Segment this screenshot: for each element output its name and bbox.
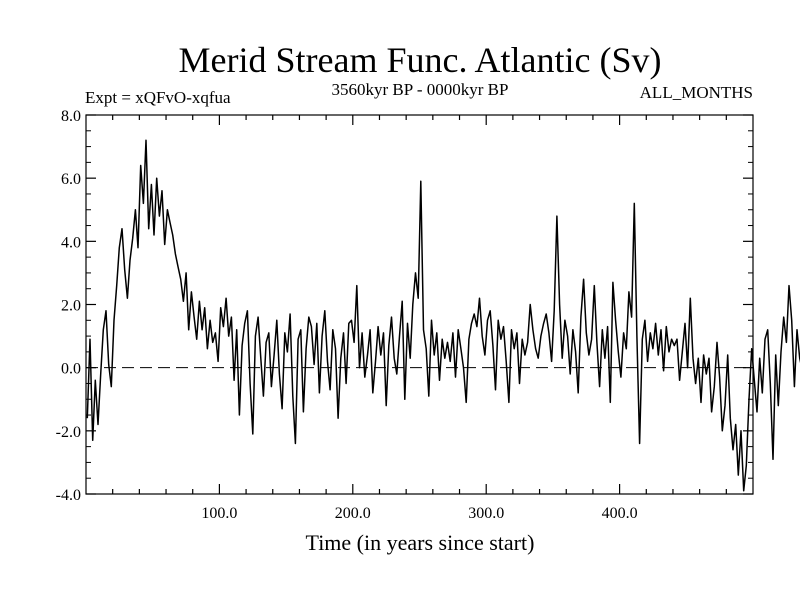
y-tick-label: 2.0 <box>61 298 81 315</box>
y-tick-label: 8.0 <box>61 108 81 125</box>
chart-title: Merid Stream Func. Atlantic (Sv) <box>179 40 662 80</box>
x-tick-label: 100.0 <box>201 505 237 522</box>
subtitle-right: ALL_MONTHS <box>640 83 753 102</box>
x-tick-label: 200.0 <box>335 505 371 522</box>
y-tick-label: -4.0 <box>56 487 81 504</box>
x-tick-label: 300.0 <box>468 505 504 522</box>
y-tick-label: 0.0 <box>61 361 81 378</box>
x-axis: 100.0 200.0 300.0 400.0 <box>112 115 727 522</box>
y-tick-label: 4.0 <box>61 234 81 251</box>
x-axis-label: Time (in years since start) <box>306 530 535 555</box>
series-line <box>86 139 800 492</box>
x-tick-label: 400.0 <box>602 505 638 522</box>
y-tick-label: -2.0 <box>56 424 81 441</box>
subtitle-left: Expt = xQFvO-xqfua <box>85 88 231 107</box>
y-axis: -4.0 -2.0 0.0 2.0 4.0 6.0 8.0 <box>56 108 753 504</box>
y-tick-label: 6.0 <box>61 171 81 188</box>
plot-frame <box>85 114 754 495</box>
subtitle-center: 3560kyr BP - 0000kyr BP <box>332 80 509 99</box>
